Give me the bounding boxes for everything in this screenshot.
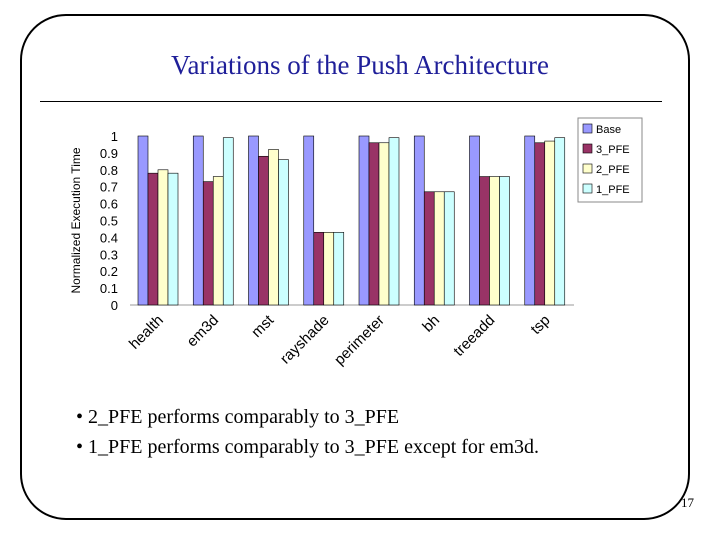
bar-1-pfe: [167, 172, 179, 306]
legend-label: Base: [596, 124, 621, 136]
legend-swatch: [582, 143, 593, 154]
bar-2-pfe: [323, 232, 335, 306]
bar-base: [358, 135, 370, 306]
bar-base: [248, 135, 259, 306]
bar-1-pfe: [278, 159, 289, 306]
y-tick-label: 1: [111, 129, 118, 144]
bar-3-pfe: [534, 142, 546, 306]
bullet-item: • 1_PFE performs comparably to 3_PFE exc…: [76, 436, 540, 458]
bar-3-pfe: [479, 176, 490, 306]
bar-base: [137, 135, 149, 306]
x-tick-label: tsp: [527, 312, 553, 338]
bar-3-pfe: [258, 155, 269, 306]
legend-swatch: [582, 163, 593, 174]
x-tick-label: em3d: [184, 312, 223, 351]
x-tick-label: treeadd: [450, 312, 498, 360]
y-tick-label: 0.7: [100, 180, 118, 195]
bar-1-pfe: [499, 176, 510, 306]
x-tick-label: mst: [248, 311, 278, 341]
legend-label: 1_PFE: [596, 184, 630, 196]
bullet-list: • 2_PFE performs comparably to 3_PFE • 1…: [76, 402, 539, 462]
bar-1-pfe: [443, 191, 455, 306]
bullet-item: • 2_PFE performs comparably to 3_PFE: [76, 406, 400, 428]
bar-2-pfe: [489, 176, 500, 306]
bar-2-pfe: [433, 191, 445, 306]
y-tick-label: 0.3: [100, 247, 118, 262]
bar-base: [469, 135, 480, 306]
slide-frame: [20, 14, 690, 520]
bar-1-pfe: [222, 137, 234, 306]
x-tick-label: rayshade: [277, 312, 333, 368]
bar-base: [303, 135, 315, 306]
y-tick-label: 0.6: [100, 197, 118, 212]
x-tick-label: perimeter: [331, 312, 388, 369]
title-divider: [40, 101, 662, 102]
y-tick-label: 0.2: [100, 264, 118, 279]
bar-3-pfe: [313, 232, 325, 306]
y-tick-label: 0.5: [100, 214, 118, 229]
bar-base: [192, 135, 204, 306]
bar-1-pfe: [554, 137, 566, 306]
y-tick-label: 0: [111, 298, 118, 313]
y-tick-label: 0.1: [100, 281, 118, 296]
y-tick-label: 0.9: [100, 146, 118, 161]
legend-label: 2_PFE: [596, 164, 630, 176]
bar-base: [413, 135, 425, 306]
bar-2-pfe: [268, 149, 279, 306]
y-axis-title: Normalized Execution Time: [69, 147, 83, 293]
page-number: 17: [681, 495, 694, 510]
y-tick-label: 0.4: [100, 230, 118, 245]
legend-label: 3_PFE: [596, 144, 630, 156]
bar-2-pfe: [378, 142, 390, 306]
bar-2-pfe: [544, 140, 556, 306]
y-tick-label: 0.8: [100, 163, 118, 178]
bar-3-pfe: [147, 172, 159, 306]
x-tick-label: health: [126, 312, 167, 353]
legend-swatch: [582, 183, 593, 194]
bar-3-pfe: [368, 142, 380, 306]
bar-2-pfe: [157, 169, 169, 306]
x-tick-label: bh: [419, 312, 443, 336]
bar-2-pfe: [212, 176, 224, 306]
bar-3-pfe: [423, 191, 435, 306]
bar-1-pfe: [333, 232, 345, 306]
bar-1-pfe: [388, 137, 400, 306]
bar-3-pfe: [202, 181, 214, 306]
legend-swatch: [582, 123, 593, 134]
bar-base: [524, 135, 536, 306]
slide-title: Variations of the Push Architecture: [171, 50, 549, 80]
bar-chart: Normalized Execution Time00.10.20.30.40.…: [69, 117, 643, 369]
